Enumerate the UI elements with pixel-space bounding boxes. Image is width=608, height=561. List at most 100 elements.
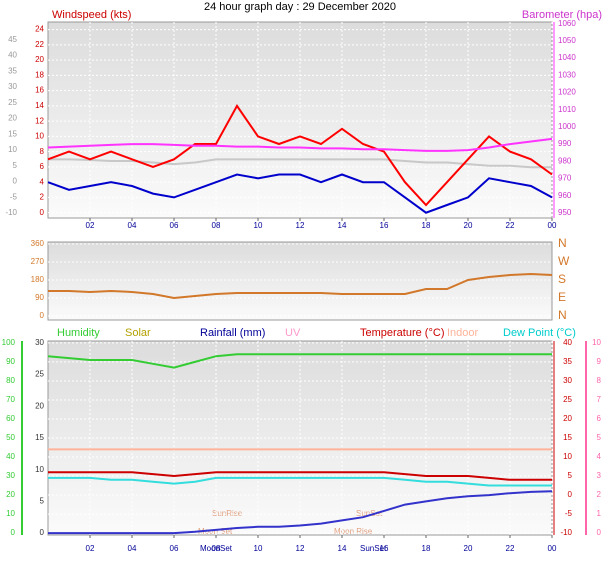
y2-tick-label: 960 <box>558 191 572 200</box>
x-tick-label: 00 <box>548 544 557 553</box>
y3-tick-label: 30 <box>563 376 572 385</box>
x-tick-label: 18 <box>422 544 431 553</box>
y2-tick-label: 970 <box>558 174 572 183</box>
y2-tick-label: 25 <box>35 370 44 379</box>
y3-tick-label: 40 <box>8 51 17 60</box>
y-tick-label: 80 <box>6 376 15 385</box>
x-tick-label: 14 <box>338 544 347 553</box>
y3-tick-label: 20 <box>563 414 572 423</box>
y2-tick-label: W <box>558 254 570 268</box>
y2-tick-label: N <box>558 308 567 322</box>
x-tick-label: 04 <box>128 544 137 553</box>
y2-tick-label: 1060 <box>558 19 576 28</box>
y2-tick-label: 1030 <box>558 70 576 79</box>
y4-tick-label: 10 <box>592 338 601 347</box>
y3-tick-label: 0 <box>13 177 18 186</box>
y2-tick-label: 1010 <box>558 105 576 114</box>
x-tick-label: 06 <box>170 544 179 553</box>
x-tick-label: 12 <box>296 544 305 553</box>
annotation: SunRise <box>212 509 243 518</box>
y3-tick-label: 25 <box>563 395 572 404</box>
y-tick-label: 6 <box>40 162 45 171</box>
y3-tick-label: 25 <box>8 98 17 107</box>
y-tick-label: 0 <box>11 528 16 537</box>
legend-label: Humidity <box>57 327 100 339</box>
y2-tick-label: 10 <box>35 465 44 474</box>
x-tick-label: 18 <box>422 221 431 230</box>
x-tick-label: 08 <box>212 221 221 230</box>
y3-tick-label: -10 <box>5 208 17 217</box>
y-tick-label: 20 <box>35 55 44 64</box>
series-line <box>48 490 553 535</box>
y-tick-label: 180 <box>31 275 45 284</box>
x-tick-label: 02 <box>86 544 95 553</box>
x-tick-label: 00 <box>548 221 557 230</box>
y-tick-label: 14 <box>35 101 44 110</box>
y-tick-label: 360 <box>31 239 45 248</box>
x-tick-label: 20 <box>464 221 473 230</box>
series-line <box>47 353 552 369</box>
y-tick-label: 100 <box>2 338 16 347</box>
y2-tick-label: 0 <box>40 528 45 537</box>
x-tick-label: 02 <box>86 221 95 230</box>
y2-tick-label: 5 <box>40 497 45 506</box>
y3-tick-label: -5 <box>565 509 573 518</box>
annotation: SunSet <box>360 544 387 553</box>
y-tick-label: 22 <box>35 40 44 49</box>
series-line <box>47 173 553 214</box>
y4-tick-label: 3 <box>597 471 602 480</box>
legend-label: UV <box>285 327 301 339</box>
x-tick-label: 12 <box>296 221 305 230</box>
y2-tick-label: 20 <box>35 401 44 410</box>
y4-tick-label: 7 <box>597 395 602 404</box>
plot-area <box>47 241 553 321</box>
y3-tick-label: 40 <box>563 338 572 347</box>
y4-tick-label: 8 <box>597 376 602 385</box>
y-tick-label: 90 <box>35 293 44 302</box>
y-tick-label: 30 <box>6 471 15 480</box>
x-tick-label: 10 <box>254 544 263 553</box>
y4-tick-label: 6 <box>597 414 602 423</box>
y-tick-label: 0 <box>40 311 45 320</box>
y2-tick-label: N <box>558 236 567 250</box>
y-tick-label: 4 <box>40 177 45 186</box>
x-tick-label: 06 <box>170 221 179 230</box>
y-tick-label: 12 <box>35 116 44 125</box>
y-tick-label: 20 <box>6 490 15 499</box>
y3-tick-label: 35 <box>8 66 17 75</box>
y4-tick-label: 9 <box>597 357 602 366</box>
annotation: MoonSet <box>200 544 233 553</box>
x-tick-label: 22 <box>506 544 515 553</box>
series-line <box>48 272 553 300</box>
y2-tick-label: 15 <box>35 433 44 442</box>
x-tick-label: 22 <box>506 221 515 230</box>
y-tick-label: 50 <box>6 433 15 442</box>
y3-tick-label: 5 <box>13 161 18 170</box>
legend-label: Dew Point (°C) <box>503 327 576 339</box>
y3-tick-label: 15 <box>8 129 17 138</box>
legend-label: Solar <box>125 327 151 339</box>
x-tick-label: 04 <box>128 221 137 230</box>
y-tick-label: 2 <box>40 193 45 202</box>
y2-tick-label: 1050 <box>558 36 576 45</box>
y2-axis-label: Barometer (hpa) <box>522 9 602 21</box>
series-line <box>47 137 553 152</box>
y4-tick-label: 2 <box>597 490 602 499</box>
series-line <box>48 158 552 169</box>
y3-tick-label: 10 <box>563 452 572 461</box>
x-tick-label: 14 <box>338 221 347 230</box>
y-tick-label: 70 <box>6 395 15 404</box>
y4-tick-label: 5 <box>597 433 602 442</box>
x-tick-label: 10 <box>254 221 263 230</box>
y-tick-label: 40 <box>6 452 15 461</box>
x-tick-label: 16 <box>380 544 389 553</box>
annotation: Moon Set <box>198 527 233 536</box>
y-tick-label: 8 <box>40 147 45 156</box>
legend-label: Indoor <box>447 327 479 339</box>
y3-tick-label: 45 <box>8 35 17 44</box>
series-line <box>47 103 553 207</box>
y-tick-label: 60 <box>6 414 15 423</box>
y2-tick-label: 990 <box>558 139 572 148</box>
y-tick-label: 270 <box>31 257 45 266</box>
